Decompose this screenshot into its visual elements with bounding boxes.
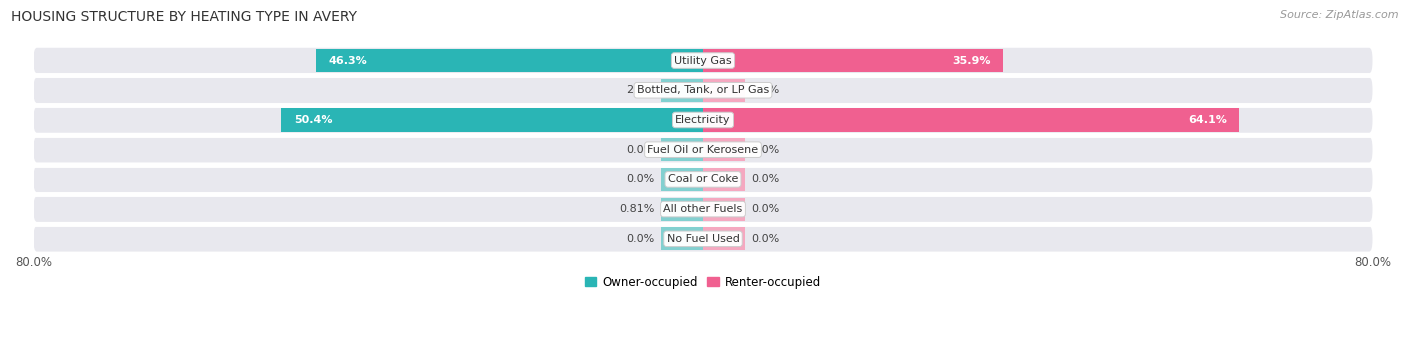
Text: 0.0%: 0.0%: [752, 174, 780, 184]
Text: 0.0%: 0.0%: [752, 234, 780, 244]
Text: 46.3%: 46.3%: [328, 56, 367, 65]
Bar: [696, 197, 703, 221]
Text: Coal or Coke: Coal or Coke: [668, 174, 738, 184]
Text: All other Fuels: All other Fuels: [664, 204, 742, 214]
Bar: [703, 108, 1240, 132]
Bar: [703, 197, 745, 221]
Bar: [703, 49, 745, 72]
Text: 0.0%: 0.0%: [626, 234, 654, 244]
Legend: Owner-occupied, Renter-occupied: Owner-occupied, Renter-occupied: [579, 271, 827, 294]
Bar: [661, 108, 703, 132]
FancyBboxPatch shape: [34, 137, 1372, 162]
Bar: [661, 138, 703, 161]
Bar: [683, 79, 703, 102]
Bar: [703, 108, 745, 132]
Text: 2.4%: 2.4%: [626, 85, 654, 95]
Text: 0.0%: 0.0%: [752, 204, 780, 214]
FancyBboxPatch shape: [34, 48, 1372, 73]
Bar: [703, 168, 745, 191]
Bar: [661, 79, 703, 102]
Text: 64.1%: 64.1%: [1188, 115, 1227, 125]
Bar: [703, 49, 1004, 72]
Text: HOUSING STRUCTURE BY HEATING TYPE IN AVERY: HOUSING STRUCTURE BY HEATING TYPE IN AVE…: [11, 10, 357, 24]
Bar: [281, 108, 703, 132]
Text: Fuel Oil or Kerosene: Fuel Oil or Kerosene: [647, 145, 759, 155]
FancyBboxPatch shape: [34, 196, 1372, 222]
Text: Utility Gas: Utility Gas: [675, 56, 731, 65]
Bar: [661, 168, 703, 191]
Text: 0.0%: 0.0%: [626, 145, 654, 155]
Bar: [703, 79, 745, 102]
Text: 0.0%: 0.0%: [626, 174, 654, 184]
Bar: [703, 138, 745, 161]
Text: 50.4%: 50.4%: [294, 115, 332, 125]
Text: Bottled, Tank, or LP Gas: Bottled, Tank, or LP Gas: [637, 85, 769, 95]
Text: Source: ZipAtlas.com: Source: ZipAtlas.com: [1281, 10, 1399, 20]
FancyBboxPatch shape: [34, 107, 1372, 133]
Text: 0.81%: 0.81%: [619, 204, 654, 214]
Text: Electricity: Electricity: [675, 115, 731, 125]
FancyBboxPatch shape: [34, 77, 1372, 103]
Text: 0.0%: 0.0%: [752, 145, 780, 155]
Bar: [661, 197, 703, 221]
Text: No Fuel Used: No Fuel Used: [666, 234, 740, 244]
Bar: [703, 227, 745, 250]
Bar: [315, 49, 703, 72]
Text: 0.0%: 0.0%: [752, 85, 780, 95]
FancyBboxPatch shape: [34, 226, 1372, 252]
Bar: [661, 227, 703, 250]
Text: 35.9%: 35.9%: [952, 56, 991, 65]
Bar: [661, 49, 703, 72]
FancyBboxPatch shape: [34, 167, 1372, 192]
